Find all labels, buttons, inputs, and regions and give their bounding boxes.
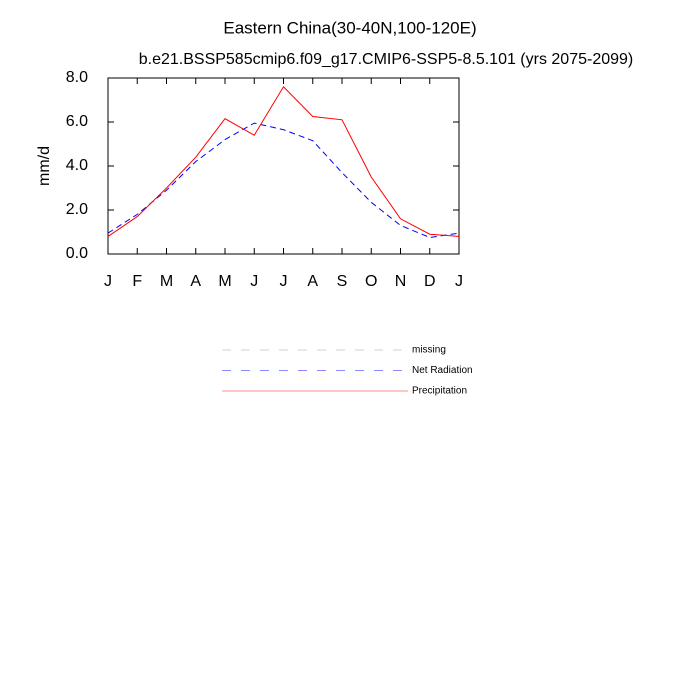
x-tick-label: M	[218, 273, 231, 290]
chart-title: Eastern China(30-40N,100-120E)	[223, 18, 476, 37]
x-tick-label: S	[337, 273, 348, 290]
x-tick-label: J	[280, 273, 288, 290]
x-tick-label: A	[190, 273, 201, 290]
x-tick-label: A	[307, 273, 318, 290]
x-tick-label: O	[365, 273, 377, 290]
series-line	[107, 85, 460, 237]
chart-subtitle: b.e21.BSSP585cmip6.f09_g17.CMIP6-SSP5-8.…	[139, 51, 634, 68]
legend-label: missing	[412, 345, 446, 356]
x-tick-label: J	[250, 273, 258, 290]
x-tick-label: J	[455, 273, 463, 290]
x-tick-label: F	[132, 273, 142, 290]
x-tick-label: N	[395, 273, 407, 290]
y-tick-label: 0.0	[66, 245, 88, 262]
legend-label: Net Radiation	[412, 365, 473, 376]
x-tick-label: M	[160, 273, 173, 290]
x-tick-label: J	[104, 273, 112, 290]
y-axis-label: mm/d	[36, 146, 53, 186]
x-tick-label: D	[424, 273, 436, 290]
y-tick-label: 8.0	[66, 69, 88, 86]
y-tick-label: 2.0	[66, 201, 88, 218]
y-tick-label: 6.0	[66, 113, 88, 130]
series-line	[107, 122, 460, 239]
legend-label: Precipitation	[412, 386, 467, 397]
y-tick-label: 4.0	[66, 157, 88, 174]
